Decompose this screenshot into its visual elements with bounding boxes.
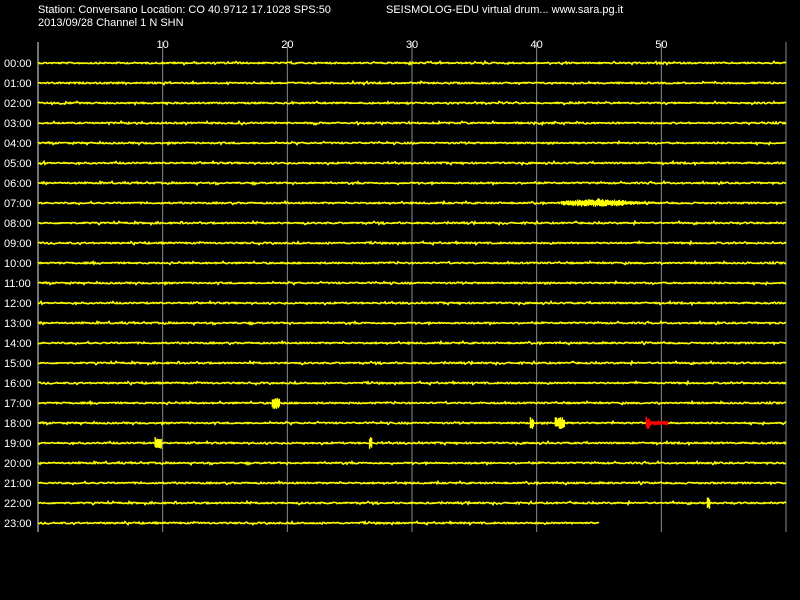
row-label: 12:00 xyxy=(4,298,32,310)
row-label: 17:00 xyxy=(4,398,32,410)
trace-row-1000 xyxy=(37,259,787,266)
trace-row-0800 xyxy=(37,219,787,226)
row-label: 10:00 xyxy=(4,258,32,270)
row-label: 03:00 xyxy=(4,118,32,130)
row-label: 09:00 xyxy=(4,238,32,250)
x-tick-label: 20 xyxy=(281,39,293,51)
row-label: 13:00 xyxy=(4,318,32,330)
row-label: 06:00 xyxy=(4,178,32,190)
trace-row-1900 xyxy=(37,439,787,447)
x-tick-label: 30 xyxy=(406,39,418,51)
trace-row-1500 xyxy=(37,359,787,366)
trace-row-1400 xyxy=(37,339,787,346)
row-label: 04:00 xyxy=(4,138,32,150)
spike-event xyxy=(706,497,711,509)
date-channel-info: 2013/09/28 Channel 1 N SHN xyxy=(38,17,184,29)
trace-row-0900 xyxy=(37,239,787,247)
row-label: 08:00 xyxy=(4,218,32,230)
earthquake-event xyxy=(561,198,662,207)
trace-row-0100 xyxy=(37,79,787,86)
trace-row-1100 xyxy=(37,279,787,286)
trace-row-0200 xyxy=(37,100,787,107)
row-label: 23:00 xyxy=(4,518,32,530)
trace-row-1300 xyxy=(37,320,787,327)
trace-row-2200 xyxy=(37,499,787,506)
row-label: 18:00 xyxy=(4,418,32,430)
row-label: 22:00 xyxy=(4,498,32,510)
spike-event xyxy=(271,397,281,409)
station-info: Station: Conversano Location: CO 40.9712… xyxy=(38,4,331,16)
tick-label-layer: 10 20 30 40 50 xyxy=(157,39,668,51)
row-label-layer: 00:00 01:00 02:00 03:00 04:00 05:00 06:00 07:00… xyxy=(4,58,32,530)
trace-row-2000 xyxy=(37,460,787,467)
row-label: 20:00 xyxy=(4,458,32,470)
x-tick-label: 10 xyxy=(157,39,169,51)
trace-row-0400 xyxy=(37,139,787,146)
spike-event xyxy=(368,437,373,449)
trace-row-1600 xyxy=(37,379,787,387)
row-label: 19:00 xyxy=(4,438,32,450)
spike-event xyxy=(554,417,566,429)
grid-layer xyxy=(37,42,787,532)
trace-row-1200 xyxy=(37,299,787,307)
event-marker xyxy=(645,416,669,429)
trace-row-2300 xyxy=(37,520,600,527)
row-label: 21:00 xyxy=(4,478,32,490)
spike-event xyxy=(154,437,162,449)
row-label: 00:00 xyxy=(4,58,32,70)
trace-row-2100 xyxy=(37,479,787,486)
row-label: 11:00 xyxy=(4,278,31,290)
spike-event xyxy=(529,417,535,429)
trace-row-0600 xyxy=(37,180,787,187)
trace-row-0300 xyxy=(37,119,787,127)
event-layer xyxy=(154,198,711,509)
trace-row-0700 xyxy=(37,199,787,206)
trace-row-0000 xyxy=(37,59,787,66)
row-label: 15:00 xyxy=(4,358,32,370)
row-label: 16:00 xyxy=(4,378,32,390)
row-label: 07:00 xyxy=(4,198,32,210)
trace-row-0500 xyxy=(37,159,787,167)
row-label: 14:00 xyxy=(4,338,32,350)
x-tick-label: 50 xyxy=(655,39,667,51)
trace-row-1700 xyxy=(37,399,787,406)
software-credit: SEISMOLOG-EDU virtual drum... www.sara.p… xyxy=(386,4,624,16)
trace-layer xyxy=(37,59,787,527)
x-tick-label: 40 xyxy=(531,39,543,51)
row-label: 02:00 xyxy=(4,98,32,110)
row-label: 01:00 xyxy=(4,78,32,90)
row-label: 05:00 xyxy=(4,158,32,170)
